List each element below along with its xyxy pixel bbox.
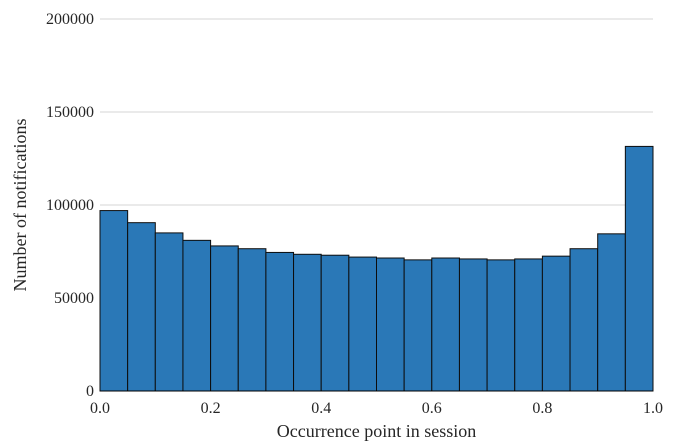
histogram-bar xyxy=(486,259,516,392)
histogram-bar xyxy=(348,256,378,392)
histogram-bar xyxy=(320,254,350,392)
x-tick-label: 0.8 xyxy=(532,400,552,417)
y-tick-label: 200000 xyxy=(46,11,94,28)
histogram-bar xyxy=(541,255,571,392)
y-tick-labels: 0 50000 100000 150000 200000 xyxy=(46,11,94,400)
histogram-bar xyxy=(154,232,184,392)
x-tick-label: 0.4 xyxy=(311,400,331,417)
histogram-bar xyxy=(237,248,267,392)
y-tick-label: 150000 xyxy=(46,104,94,121)
y-tick-label: 0 xyxy=(86,383,94,400)
histogram-bar xyxy=(127,222,156,392)
histogram-bar xyxy=(569,248,599,392)
x-tick-label: 0.0 xyxy=(90,400,110,417)
y-tick-label: 50000 xyxy=(54,290,94,307)
x-axis-label: Occurrence point in session xyxy=(277,421,476,441)
y-axis-label: Number of notifications xyxy=(10,119,30,292)
histogram-bar xyxy=(403,259,433,392)
histogram-bar xyxy=(514,258,543,392)
x-tick-label: 0.6 xyxy=(422,400,442,417)
x-tick-label: 0.2 xyxy=(201,400,221,417)
histogram-bar xyxy=(458,258,488,392)
histogram-bar xyxy=(624,145,654,392)
histogram-bar xyxy=(597,233,626,392)
histogram-bar xyxy=(293,253,322,392)
histogram-bar xyxy=(182,239,212,392)
histogram-bar xyxy=(431,257,460,392)
x-tick-label: 1.0 xyxy=(643,400,663,417)
bars xyxy=(99,145,654,392)
histogram-bar xyxy=(376,257,405,392)
histogram-bar xyxy=(99,210,129,392)
histogram-bar xyxy=(265,251,295,392)
x-tick-labels: 0.0 0.2 0.4 0.6 0.8 1.0 xyxy=(90,400,663,417)
y-tick-label: 100000 xyxy=(46,197,94,214)
histogram-bar xyxy=(210,245,239,392)
